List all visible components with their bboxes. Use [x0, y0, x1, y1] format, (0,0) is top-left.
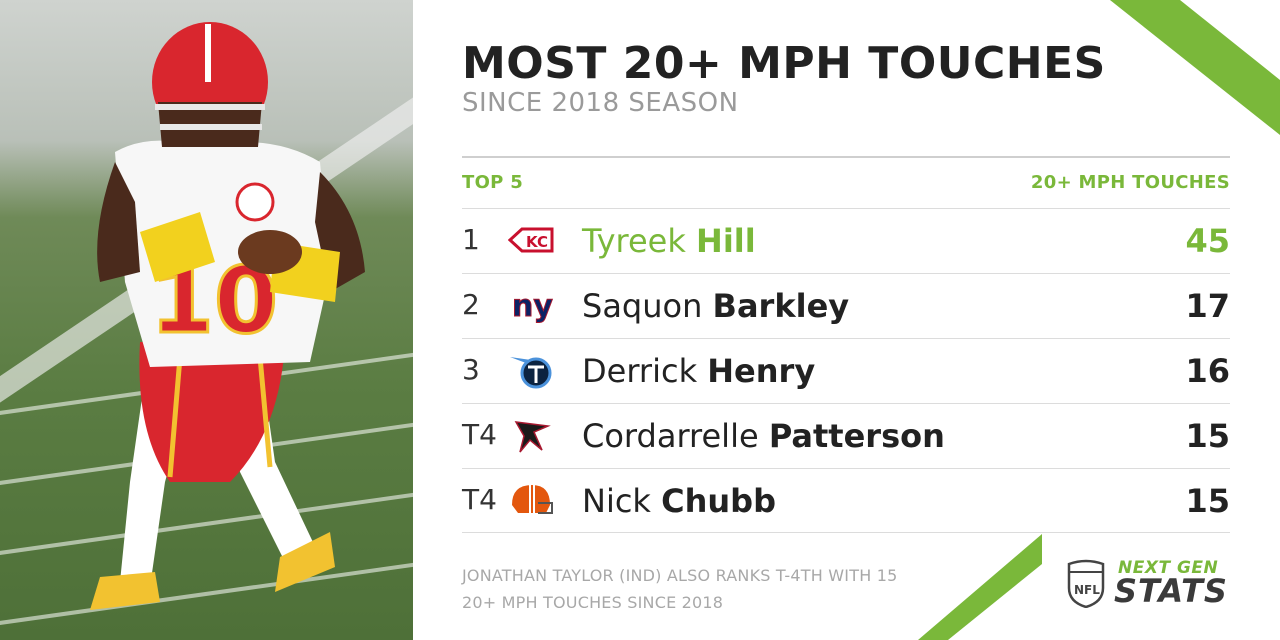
- player-last-name: Hill: [696, 222, 756, 260]
- player-name: Derrick Henry: [582, 352, 815, 390]
- touches-value: 15: [1185, 417, 1230, 455]
- accent-slash-bottom: [918, 534, 1042, 640]
- player-name: Cordarrelle Patterson: [582, 417, 945, 455]
- table-row: 1 KC Tyreek Hill 45: [462, 208, 1230, 274]
- page-subtitle: SINCE 2018 SEASON: [462, 88, 739, 118]
- rank-label: T4: [462, 483, 497, 516]
- divider: [462, 532, 1230, 533]
- svg-text:KC: KC: [526, 233, 548, 251]
- touches-value: 17: [1185, 287, 1230, 325]
- divider: [462, 156, 1230, 158]
- footnote: JONATHAN TAYLOR (IND) ALSO RANKS T-4TH W…: [462, 562, 932, 616]
- player-first-name: Nick: [582, 482, 651, 520]
- column-header-value: 20+ MPH TOUCHES: [1030, 172, 1230, 193]
- browns-logo-icon: [512, 485, 553, 514]
- table-row: T4 Cordarrelle Patterson 15: [462, 403, 1230, 469]
- page-title: MOST 20+ MPH TOUCHES: [462, 38, 1106, 89]
- touches-value: 16: [1185, 352, 1230, 390]
- next-gen-stats-logo: NFL NEXT GEN STATS: [1066, 556, 1236, 612]
- nfl-shield-icon: NFL: [1067, 559, 1105, 608]
- football-player-figure: 10: [90, 22, 365, 610]
- rank-label: T4: [462, 418, 497, 451]
- brand-next-gen: NEXT GEN: [1118, 558, 1219, 578]
- player-last-name: Henry: [707, 352, 816, 390]
- giants-logo-icon: ny: [512, 289, 554, 325]
- player-last-name: Barkley: [712, 287, 850, 325]
- player-first-name: Derrick: [582, 352, 698, 390]
- footnote-line: 20+ MPH TOUCHES SINCE 2018: [462, 593, 724, 612]
- table-row: T4 Nick Chubb 15: [462, 468, 1230, 534]
- brand-stats: STATS: [1114, 572, 1228, 610]
- table-row: 3 Derrick Henry 16: [462, 338, 1230, 404]
- svg-text:NFL: NFL: [1074, 583, 1100, 597]
- player-first-name: Cordarrelle: [582, 417, 759, 455]
- footnote-line: JONATHAN TAYLOR (IND) ALSO RANKS T-4TH W…: [462, 566, 898, 585]
- player-photo: 10: [0, 0, 413, 640]
- svg-text:ny: ny: [512, 289, 553, 324]
- player-name: Nick Chubb: [582, 482, 776, 520]
- player-last-name: Chubb: [661, 482, 776, 520]
- chiefs-logo-icon: KC: [508, 227, 554, 253]
- titans-logo-icon: [510, 357, 552, 389]
- rank-label: 3: [462, 353, 480, 386]
- touches-value: 45: [1185, 222, 1230, 260]
- player-name: Saquon Barkley: [582, 287, 849, 325]
- table-row: 2 ny Saquon Barkley 17: [462, 273, 1230, 339]
- falcons-logo-icon: [514, 421, 551, 453]
- touches-value: 15: [1185, 482, 1230, 520]
- player-last-name: Patterson: [768, 417, 945, 455]
- accent-slash-top: [1110, 0, 1280, 135]
- player-name: Tyreek Hill: [582, 222, 756, 260]
- column-header-rank: TOP 5: [462, 172, 524, 193]
- rank-label: 1: [462, 223, 480, 256]
- player-first-name: Saquon: [582, 287, 703, 325]
- player-first-name: Tyreek: [582, 222, 686, 260]
- rank-label: 2: [462, 288, 480, 321]
